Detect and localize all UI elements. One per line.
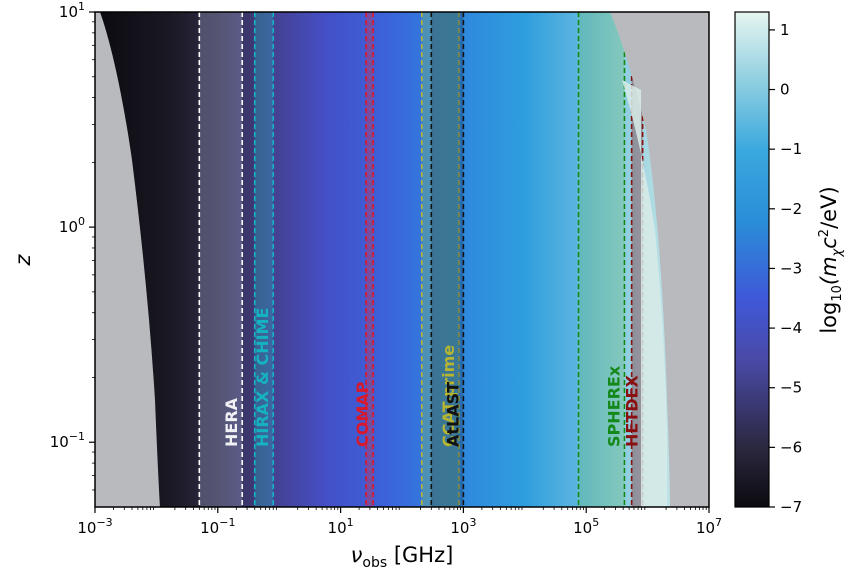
band-fill-ccat-prime <box>421 12 460 507</box>
y-tick-label: 10−1 <box>50 430 85 451</box>
excluded-region-left <box>95 12 160 507</box>
band-label-comap: COMAP <box>353 381 372 447</box>
band-fill-hirax-chime <box>254 12 274 507</box>
colorbar-tick-label: −5 <box>780 379 802 397</box>
heatmap-field <box>95 12 709 507</box>
plot-area <box>95 12 709 507</box>
x-axis-title: νobs [GHz] <box>351 543 454 571</box>
excluded-region-right-hatch <box>622 80 667 507</box>
colorbar-tick-label: −2 <box>780 200 802 218</box>
x-axis-ticks: 10−3 10−1 101 103 105 107 <box>77 507 722 537</box>
colorbar-tick-label: −6 <box>780 438 802 456</box>
y-tick-label: 100 <box>59 215 85 236</box>
band-label-hera: HERA <box>222 397 241 447</box>
colorbar-title-rest1: (m <box>817 256 841 285</box>
colorbar-title-rest2: c <box>817 237 841 249</box>
band-fill-spherex <box>578 12 625 507</box>
colorbar-title-sub: 10 <box>830 285 845 302</box>
band-fill-hetdex <box>631 12 643 507</box>
excluded-region-right <box>610 12 709 507</box>
x-tick-label: 101 <box>328 516 354 537</box>
band-label-ccat-prime: CCAT-prime <box>439 345 458 447</box>
band-label-spherex: SPHEREx <box>604 365 623 447</box>
band-fill-comap <box>366 12 374 507</box>
y-axis-ticks: 10−1 100 101 <box>50 0 95 491</box>
colorbar-ticks: 1 0 −1 −2 −3 −4 −5 −6 −7 <box>769 21 802 516</box>
colorbar-tick-label: −3 <box>780 259 802 277</box>
colorbar-frame <box>734 11 770 508</box>
colorbar-tick-label: −4 <box>780 319 802 337</box>
colorbar-tick-label: 0 <box>780 81 790 99</box>
colorbar-tick-label: −1 <box>780 140 802 158</box>
band-label-hetdex: HETDEX <box>623 375 642 447</box>
colorbar-title: log10(mχc2/eV) <box>817 186 845 333</box>
x-axis-title-unit: [GHz] <box>387 543 453 567</box>
plot-frame <box>94 11 710 508</box>
colorbar-tick-label: −7 <box>780 498 802 516</box>
x-tick-label: 10−1 <box>200 516 235 537</box>
x-tick-label: 103 <box>450 516 476 537</box>
x-tick-label: 107 <box>696 516 722 537</box>
y-axis-title: z <box>11 254 35 267</box>
instrument-bands <box>198 12 644 507</box>
colorbar-title-rest3: /eV) <box>817 186 841 229</box>
band-fill-hera <box>199 12 243 507</box>
x-axis-title-main: ν <box>351 543 363 567</box>
colorbar-gradient <box>735 12 769 507</box>
colorbar-title-sub2: χ <box>830 247 845 257</box>
x-axis-title-sub: obs <box>362 555 387 571</box>
band-label-atlast: AtLAST <box>443 382 462 447</box>
colorbar: 10−1−2−3−4−5−6−7 log10(mχc2/eV) <box>734 11 845 516</box>
colorbar-title-main: log <box>817 302 841 334</box>
x-tick-label: 10−3 <box>77 516 112 537</box>
colorbar-title-sup: 2 <box>817 229 832 237</box>
band-label-hirax-chime: HIRAX & CHIME <box>253 308 272 447</box>
x-tick-label: 105 <box>573 516 599 537</box>
colorbar-tick-label: 1 <box>780 21 790 39</box>
y-tick-label: 101 <box>59 0 85 21</box>
band-fill-atlast <box>431 12 464 507</box>
